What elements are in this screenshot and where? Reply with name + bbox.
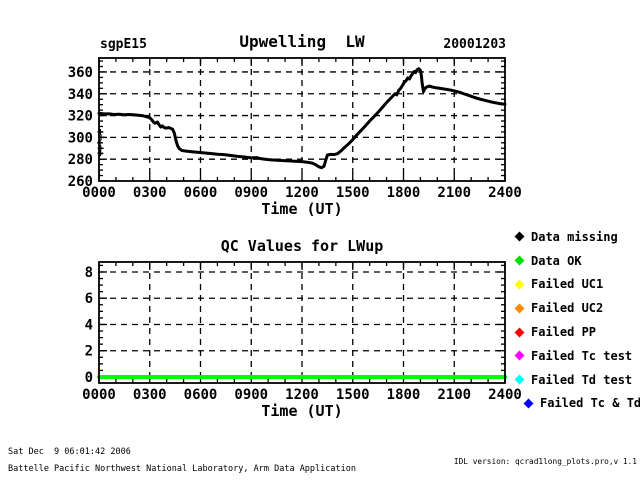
legend-item: Failed Tc & Td: [523, 392, 640, 416]
diamond-icon: [514, 374, 525, 385]
x-tick-label: 1800: [387, 185, 421, 201]
y-tick-label: 340: [68, 87, 93, 103]
y-tick-label: 300: [68, 130, 93, 146]
y-tick-label: 6: [85, 291, 93, 307]
x-tick-label: 0600: [184, 387, 218, 403]
legend-label: Data missing: [531, 229, 618, 244]
qc-chart-title: QC Values for LWup: [220, 237, 384, 255]
y-tick-label: 2: [85, 344, 93, 360]
date-label: 20001203: [443, 37, 506, 52]
diamond-icon: [514, 279, 525, 290]
x-tick-label: 0300: [133, 387, 167, 403]
legend-item: Failed Tc test: [514, 344, 640, 368]
diamond-icon: [514, 231, 525, 242]
version-info: IDL version: qcrad1long_plots.pro,v 1.1 …: [393, 441, 637, 480]
legend-label: Failed Tc & Td: [540, 396, 640, 411]
upwelling-lw-chart: 260 280 300 320 340 360 0000 0300 0600 0900 1200 15…: [68, 57, 522, 218]
x-axis-title: Time (UT): [261, 402, 342, 420]
x-tick-label: 2100: [437, 387, 471, 403]
y-tick-label: 260: [68, 174, 93, 190]
diamond-icon: [514, 327, 525, 338]
x-tick-label: 2400: [488, 387, 522, 403]
x-tick-label: 1500: [336, 185, 370, 201]
x-tick-label: 2400: [488, 185, 522, 201]
x-tick-label: 0600: [184, 185, 218, 201]
qc-legend: Data missing Data OK Failed UC1 Failed UC2 F…: [514, 225, 640, 416]
upwelling-lw-line: [97, 67, 507, 170]
site-label: sgpE15: [100, 37, 147, 52]
plot-box: [98, 57, 506, 182]
legend-label: Failed PP: [531, 325, 597, 340]
y-tick-label: 360: [68, 65, 93, 81]
organization-label: Battelle Pacific Northwest National Labo…: [8, 464, 356, 474]
legend-label: Failed Td test: [531, 372, 633, 387]
diamond-icon: [514, 303, 525, 314]
page-title: Upwelling LW: [239, 32, 365, 51]
qc-values-chart: 0 2 4 6 8 0000 0300 0600 0900 1200 1500 1800 2100 240…: [82, 261, 522, 420]
legend-item: Failed PP: [514, 320, 640, 344]
x-axis-title: Time (UT): [261, 200, 342, 218]
legend-item: Failed Td test: [514, 368, 640, 392]
legend-label: Data OK: [531, 253, 582, 268]
y-tick-label: 8: [85, 265, 93, 281]
legend-item: Failed UC1: [514, 273, 640, 297]
creation-timestamp: Sat Dec 9 06:01:42 2006: [8, 447, 131, 457]
x-tick-label: 2100: [437, 185, 471, 201]
x-tick-label: 1500: [336, 387, 370, 403]
idl-version-line: IDL version: qcrad1long_plots.pro,v 1.1: [453, 456, 637, 466]
y-tick-label: 280: [68, 152, 93, 168]
x-tick-label: 0900: [234, 387, 268, 403]
legend-label: Failed Tc test: [531, 348, 633, 363]
legend-item: Data missing: [514, 225, 640, 249]
plot-box: [98, 261, 506, 384]
x-tick-label: 1200: [285, 387, 319, 403]
y-tick-label: 0: [85, 370, 93, 386]
diamond-icon: [523, 398, 534, 409]
diamond-icon: [514, 255, 525, 266]
x-tick-label: 0000: [82, 387, 116, 403]
diamond-icon: [514, 350, 525, 361]
x-tick-label: 0300: [133, 185, 167, 201]
legend-label: Failed UC1: [531, 277, 604, 292]
legend-label: Failed UC2: [531, 301, 604, 316]
y-tick-label: 320: [68, 109, 93, 125]
legend-item: Data OK: [514, 249, 640, 273]
x-tick-label: 1200: [285, 185, 319, 201]
x-tick-label: 0000: [82, 185, 116, 201]
x-tick-label: 0900: [234, 185, 268, 201]
y-tick-label: 4: [85, 317, 93, 333]
legend-item: Failed UC2: [514, 296, 640, 320]
x-tick-label: 1800: [387, 387, 421, 403]
